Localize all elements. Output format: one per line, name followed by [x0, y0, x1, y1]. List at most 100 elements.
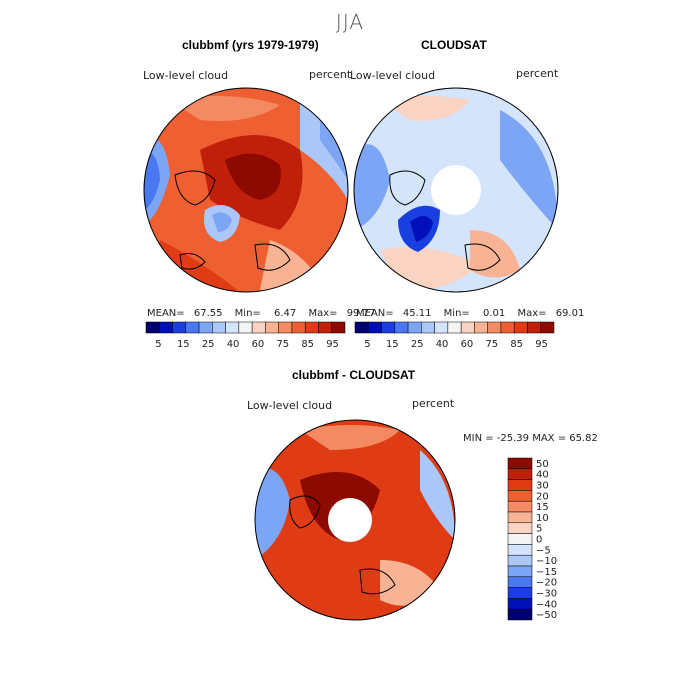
map1-darkest-red-core [225, 153, 281, 200]
map1-blue-region-west [144, 138, 170, 225]
colorbar2-swatch [540, 321, 555, 334]
map3-light-south-east [380, 560, 440, 606]
difference-range-text: MIN = -25.39 MAX = 65.82 [463, 433, 598, 444]
panel2-field-label: Low-level cloud [350, 69, 436, 82]
colorbar1-swatch [238, 321, 253, 334]
map1-blue-greenland-core [212, 212, 232, 232]
colorbar3-swatch [507, 490, 533, 502]
colorbar3-tick-label: 20 [536, 491, 549, 502]
colorbar3-tick-label: 0 [536, 535, 542, 546]
colorbar1-tick-label: 60 [252, 339, 265, 350]
map3-blue-west [255, 468, 290, 560]
colorbar1-tick-label: 40 [227, 339, 240, 350]
panel1-field-label: Low-level cloud [143, 69, 229, 82]
colorbar1-swatch [212, 321, 226, 334]
difference-units-label: percent [412, 397, 455, 410]
colorbar3-tick-label: −50 [536, 610, 557, 621]
panel2-max-label: Max= [517, 308, 547, 319]
colorbar1-swatch [265, 321, 279, 334]
map-cloudsat [354, 88, 558, 292]
colorbar3-tick-label: 50 [536, 459, 549, 470]
panel1-min-label: Min= [234, 308, 261, 319]
map3-base-fill [255, 420, 455, 620]
colorbar1-swatch [318, 321, 332, 334]
colorbar2-swatch [474, 321, 488, 334]
colorbar2-swatch [447, 321, 462, 334]
difference-field-label: Low-level cloud [247, 399, 333, 412]
colorbar3-tick-label: −15 [536, 567, 557, 578]
colorbar1-tick-label: 75 [276, 339, 289, 350]
map2-base-fill [354, 88, 558, 292]
colorbar1-swatch [278, 321, 293, 334]
map2-border [353, 87, 559, 293]
colorbar3-swatch [507, 479, 533, 491]
panel1-min-value: 6.47 [273, 308, 297, 319]
colorbar1-tick-label: 15 [177, 339, 190, 350]
colorbar3-swatch [507, 511, 533, 524]
colorbar2-tick-label: 40 [436, 339, 449, 350]
colorbar3-tick-label: −10 [536, 556, 557, 567]
map1-blue-region-east [300, 100, 348, 200]
panel2-units-label: percent [516, 67, 559, 80]
map1-light-south-east [260, 240, 320, 291]
map3-coastlines [289, 495, 396, 595]
map1-border [143, 87, 349, 293]
colorbar1-swatch [291, 321, 306, 334]
colorbar3-tick-label: −20 [536, 578, 557, 589]
colorbar3-swatch [507, 533, 533, 545]
colorbar3-tick-label: 5 [536, 524, 542, 535]
colorbar3-swatch [507, 468, 533, 480]
colorbar2-swatch [407, 321, 422, 334]
panel2-stats: MEAN= 45.11 Min= 0.01 Max= 69.01 [356, 308, 584, 319]
panel2-mean-value: 45.11 [402, 308, 432, 319]
colorbar2-tick-label: 75 [485, 339, 498, 350]
map1-dark-red-center [200, 135, 303, 230]
map2-coastlines [389, 170, 501, 271]
map-clubbmf [144, 88, 348, 292]
map1-light-red-north [170, 96, 280, 121]
colorbar2-swatch [500, 321, 515, 334]
colorbar3-tick-label: −40 [536, 599, 557, 610]
map2-blue-greenland-core [410, 216, 433, 242]
map3-polar-gap [328, 498, 372, 542]
colorbar1-swatch [172, 321, 187, 334]
colorbar2-swatch [527, 321, 541, 334]
colorbar2-swatch [354, 321, 369, 334]
panel1-mean-label: MEAN= [147, 308, 185, 319]
map-difference [255, 420, 455, 620]
colorbar3-tick-label: 40 [536, 470, 549, 481]
map3-blue-east [420, 450, 455, 540]
map2-pink-south [380, 247, 480, 292]
colorbar1-swatch [198, 321, 213, 334]
panel2-max-value: 69.01 [555, 308, 585, 319]
map1-base-fill [144, 88, 348, 292]
map1-blue-core-east [320, 120, 348, 180]
panel2-min-value: 0.01 [482, 308, 506, 319]
colorbar3-swatch [507, 554, 533, 567]
colorbar3-tick-label: 30 [536, 481, 549, 492]
colorbar1-tick-label: 25 [202, 339, 215, 350]
panel2-mean-label: MEAN= [356, 308, 394, 319]
colorbar3-tick-label: −30 [536, 589, 557, 600]
colorbar2-tick-label: 5 [364, 339, 370, 350]
colorbar1-tick-label: 85 [301, 339, 314, 350]
colorbar1-swatch [331, 321, 346, 334]
colorbar3-swatch [507, 608, 533, 621]
colorbar2-tick-label: 85 [510, 339, 523, 350]
map1-blue-greenland [204, 205, 240, 242]
colorbar1-tick-label: 5 [155, 339, 161, 350]
colorbar2-swatch [421, 321, 435, 334]
colorbar3-swatch [507, 544, 533, 556]
panel2-title: CLOUDSAT [421, 38, 487, 52]
panel1-title: clubbmf (yrs 1979-1979) [182, 38, 319, 52]
panel1-max-value: 99.77 [346, 308, 376, 319]
map2-polar-gap [431, 165, 481, 215]
colorbar1-swatch [251, 321, 266, 334]
colorbar3-swatch [507, 587, 533, 599]
map1-coastlines [174, 170, 291, 271]
colorbar3-tick-label: −5 [536, 545, 551, 556]
season-title: JJA [335, 10, 365, 34]
colorbar1-swatch [304, 321, 319, 334]
map1-blue-core-west [144, 150, 160, 210]
